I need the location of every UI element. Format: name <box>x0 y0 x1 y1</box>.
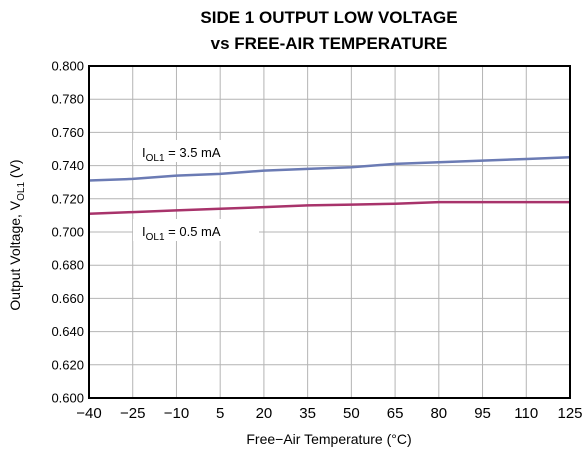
chart-title-line1: SIDE 1 OUTPUT LOW VOLTAGE <box>200 8 457 27</box>
series-layer <box>88 156 571 215</box>
y-tick-label: 0.720 <box>51 191 84 206</box>
series-annotation-2: IOL1 = 0.5 mA <box>142 224 221 243</box>
x-tick-label: 80 <box>430 405 447 422</box>
y-tick-label: 0.600 <box>51 391 84 406</box>
plot-frame <box>88 65 571 399</box>
x-tick-labels: −40 −25 −10 5 20 35 50 65 80 95 110 125 <box>76 405 582 422</box>
y-tick-label: 0.640 <box>51 324 84 339</box>
y-axis-label-main: Output Voltage, V <box>7 200 23 310</box>
y-tick-label: 0.760 <box>51 125 84 140</box>
y-axis-label-unit: (V) <box>7 159 23 182</box>
y-axis-label-sub: OL1 <box>16 182 27 201</box>
y-tick-label: 0.680 <box>51 258 84 273</box>
x-tick-label: −10 <box>164 405 189 422</box>
x-tick-label: 65 <box>387 405 404 422</box>
y-tick-label: 0.620 <box>51 357 84 372</box>
x-tick-label: 125 <box>557 405 582 422</box>
y-axis-label: Output Voltage, VOL1 (V) <box>7 159 27 310</box>
annotation-background <box>133 140 245 162</box>
y-tick-label: 0.660 <box>51 291 84 306</box>
y-tick-label: 0.700 <box>51 225 84 240</box>
annotation-layer: IOL1 = 3.5 mA IOL1 = 0.5 mA <box>133 140 259 243</box>
x-tick-label: −40 <box>76 405 101 422</box>
x-tick-label: 35 <box>299 405 316 422</box>
x-tick-label: 50 <box>343 405 360 422</box>
series-line-1 <box>88 156 571 182</box>
x-tick-label: 20 <box>256 405 273 422</box>
y-tick-label: 0.780 <box>51 92 84 107</box>
chart-title-line2: vs FREE-AIR TEMPERATURE <box>211 34 448 53</box>
y-tick-label: 0.800 <box>51 59 84 74</box>
y-tick-labels: 0.600 0.620 0.640 0.660 0.680 0.700 0.720 0.740… <box>51 59 84 406</box>
annotation-background <box>133 219 259 241</box>
x-tick-label: 95 <box>474 405 491 422</box>
series-annotation-1: IOL1 = 3.5 mA <box>142 145 221 164</box>
x-tick-label: −25 <box>120 405 145 422</box>
x-tick-label: 5 <box>216 405 224 422</box>
x-tick-label: 110 <box>514 405 538 422</box>
series-line-2 <box>88 200 570 215</box>
y-tick-label: 0.740 <box>51 158 84 173</box>
x-axis-label: Free−Air Temperature (°C) <box>246 431 411 447</box>
